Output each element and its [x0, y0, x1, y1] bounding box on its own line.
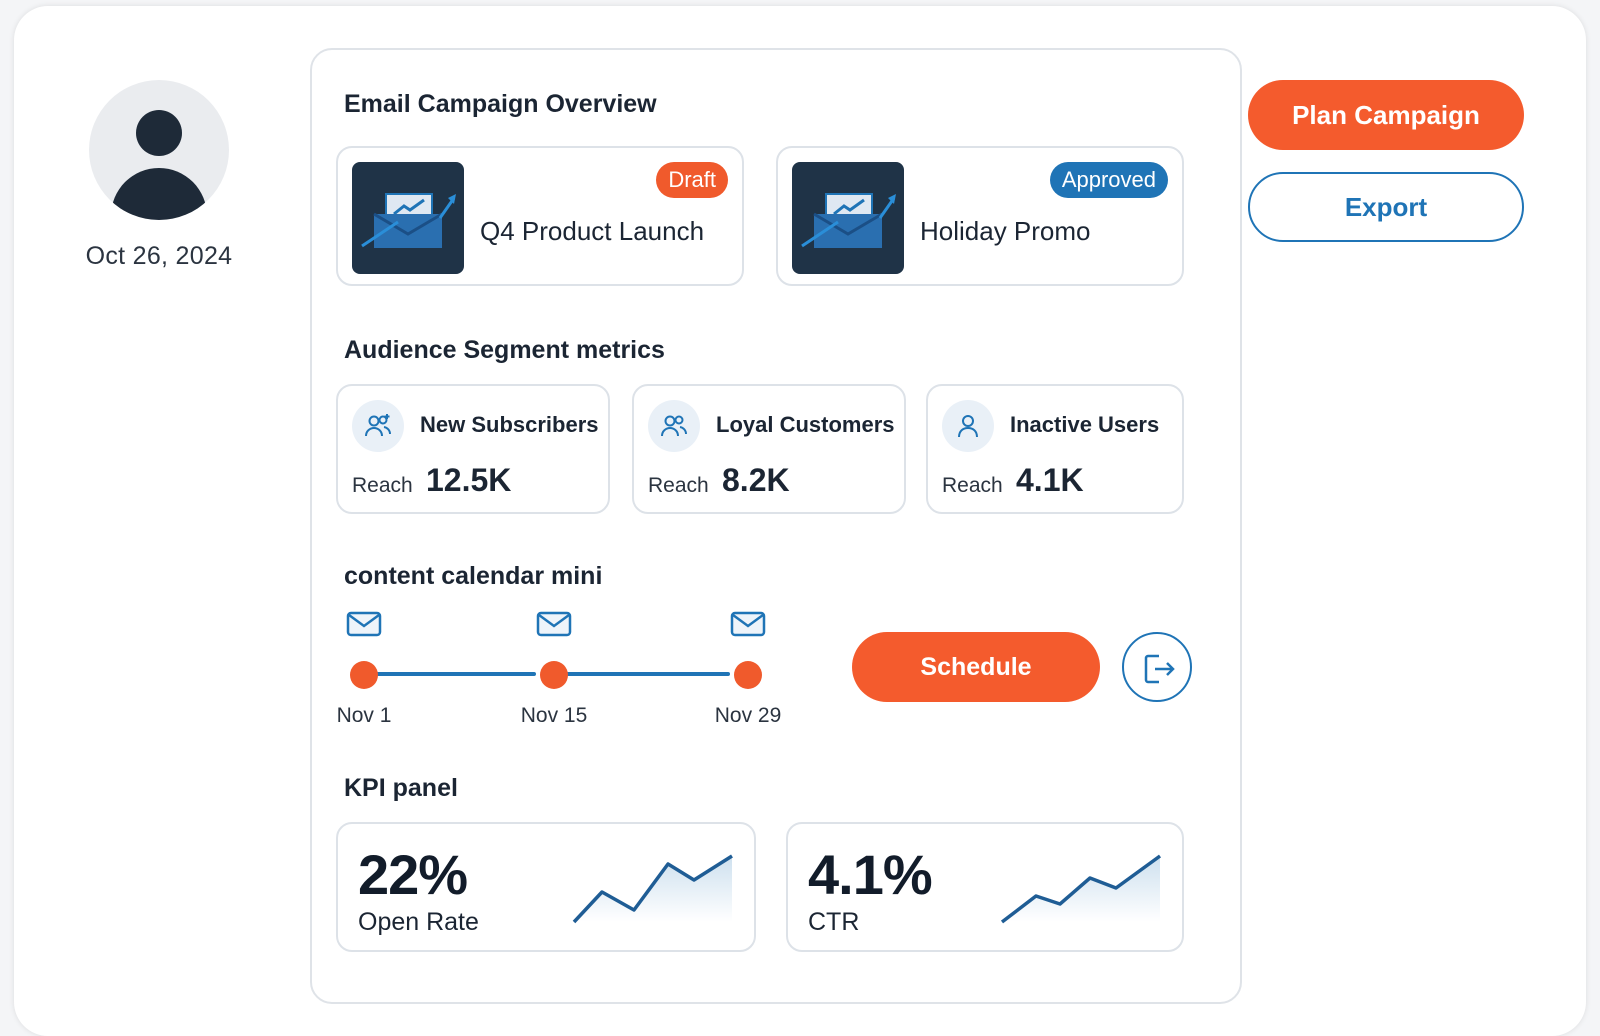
reach-label: Reach [352, 474, 413, 497]
timeline-point[interactable] [540, 661, 568, 689]
segment-name: Inactive Users [1010, 412, 1160, 437]
reach-value: 12.5K [426, 462, 512, 498]
kpi-value: 22% [358, 843, 468, 906]
status-badge: Approved [1049, 162, 1168, 198]
reach-label: Reach [648, 474, 709, 497]
sparkline-chart [1000, 854, 1162, 924]
reach-value: 8.2K [722, 462, 790, 498]
schedule-button[interactable]: Schedule [852, 632, 1100, 702]
email-growth-icon [792, 162, 904, 274]
segment-card-loyal-customers[interactable]: Loyal Customers Reach 8.2K [632, 384, 906, 514]
sparkline-chart [572, 854, 733, 924]
timeline-date: Nov 15 [520, 704, 588, 727]
overview-title: Email Campaign Overview [344, 90, 657, 118]
reach-label: Reach [942, 474, 1003, 497]
email-growth-icon [352, 162, 464, 274]
kpi-card-open-rate[interactable]: 22% Open Rate [336, 822, 756, 952]
main-panel: Email Campaign Overview Q4 Product Launc… [310, 48, 1242, 1004]
kpi-card-ctr[interactable]: 4.1% CTR [786, 822, 1184, 952]
status-badge: Draft [656, 162, 728, 198]
users-icon [648, 400, 700, 452]
timeline-segment [550, 672, 730, 676]
segment-card-new-subscribers[interactable]: New Subscribers Reach 12.5K [336, 384, 610, 514]
export-button[interactable]: Export [1248, 172, 1524, 242]
user-icon [942, 400, 994, 452]
logout-button[interactable] [1122, 632, 1192, 702]
profile-date: Oct 26, 2024 [85, 242, 233, 270]
timeline-date: Nov 29 [714, 704, 782, 727]
segment-name: New Subscribers [420, 412, 599, 437]
kpi-title: KPI panel [344, 774, 458, 802]
kpi-label: Open Rate [358, 908, 479, 936]
segment-card-inactive-users[interactable]: Inactive Users Reach 4.1K [926, 384, 1184, 514]
campaign-name: Holiday Promo [920, 216, 1091, 246]
plan-campaign-button[interactable]: Plan Campaign [1248, 80, 1524, 150]
timeline-point[interactable] [734, 661, 762, 689]
kpi-value: 4.1% [808, 843, 933, 906]
calendar-timeline: Nov 1 Nov 15 Nov 29 [336, 610, 796, 740]
timeline-point[interactable] [350, 661, 378, 689]
campaign-card[interactable]: Holiday Promo Approved [776, 146, 1184, 286]
segments-title: Audience Segment metrics [344, 336, 665, 364]
avatar[interactable] [89, 80, 229, 220]
profile: Oct 26, 2024 [82, 80, 236, 271]
users-plus-icon [352, 400, 404, 452]
kpi-label: CTR [808, 908, 860, 936]
mail-icon [536, 611, 572, 637]
segment-name: Loyal Customers [716, 412, 895, 437]
campaign-card[interactable]: Q4 Product Launch Draft [336, 146, 744, 286]
calendar-title: content calendar mini [344, 562, 603, 590]
avatar-body [111, 168, 207, 220]
timeline-segment [360, 672, 536, 676]
mail-icon [346, 611, 382, 637]
mail-icon [730, 611, 766, 637]
timeline-date: Nov 1 [336, 704, 392, 727]
logout-icon [1144, 654, 1175, 684]
avatar-head [136, 110, 182, 156]
campaign-name: Q4 Product Launch [480, 216, 705, 246]
reach-value: 4.1K [1016, 462, 1084, 498]
